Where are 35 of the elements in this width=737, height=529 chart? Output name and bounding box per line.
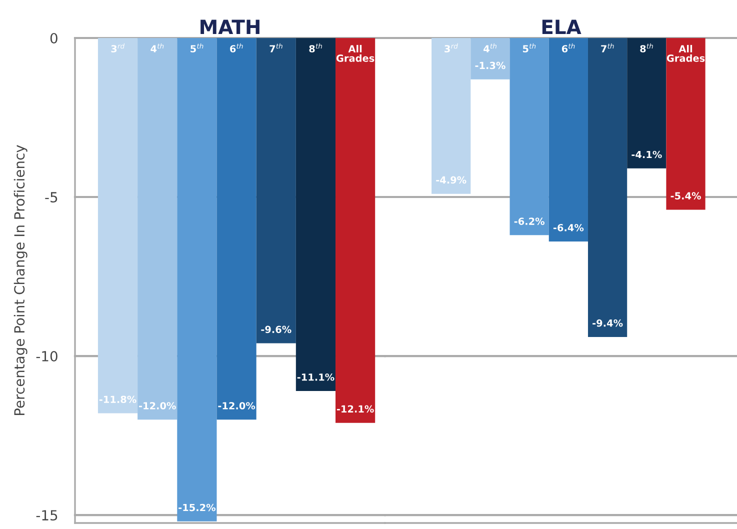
data-label: -1.3% <box>475 62 506 70</box>
data-label: -12.0% <box>138 402 176 410</box>
chart-title: ELA <box>542 20 582 34</box>
data-label: -11.8% <box>99 396 136 404</box>
data-label: -12.0% <box>218 402 256 410</box>
x-tick-label: 7$^{th}$ <box>601 43 614 52</box>
x-tick-label: 7$^{th}$ <box>270 43 282 52</box>
x-tick-label: 6$^{th}$ <box>230 43 243 52</box>
x-tick-label: All Grades <box>666 44 705 62</box>
y-axis-title: Percentage Point Change In Proficiency <box>14 145 28 416</box>
x-tick-label: 4$^{th}$ <box>484 43 496 52</box>
data-label: -6.2% <box>514 218 545 225</box>
y-tick-label: -15 <box>36 510 58 521</box>
data-label: -12.1% <box>336 405 374 413</box>
data-label: -11.1% <box>297 373 334 381</box>
x-tick-label: All Grades <box>336 44 374 62</box>
y-tick-label: 0 <box>50 32 58 44</box>
data-label: -5.4% <box>670 192 701 200</box>
x-tick-label: 8$^{th}$ <box>309 43 322 52</box>
data-label: -4.1% <box>632 150 662 158</box>
data-label: -4.9% <box>436 176 466 184</box>
y-tick-label: -5 <box>45 192 58 202</box>
x-tick-label: 5$^{th}$ <box>522 43 536 52</box>
data-label: -15.2% <box>178 504 216 512</box>
data-label: -9.6% <box>261 326 292 334</box>
x-tick-label: 3$^{rd}$ <box>444 43 458 52</box>
x-tick-label: 6$^{th}$ <box>562 43 575 52</box>
x-tick-label: 4$^{th}$ <box>150 43 164 52</box>
x-tick-label: 3$^{rd}$ <box>111 43 125 52</box>
data-label: -9.4% <box>592 319 623 327</box>
y-tick-label: -10 <box>36 351 58 362</box>
x-tick-label: 8$^{th}$ <box>640 43 653 52</box>
data-label: -6.4% <box>553 224 584 232</box>
chart-title: MATH <box>200 20 260 34</box>
x-tick-label: 5$^{th}$ <box>190 43 204 52</box>
